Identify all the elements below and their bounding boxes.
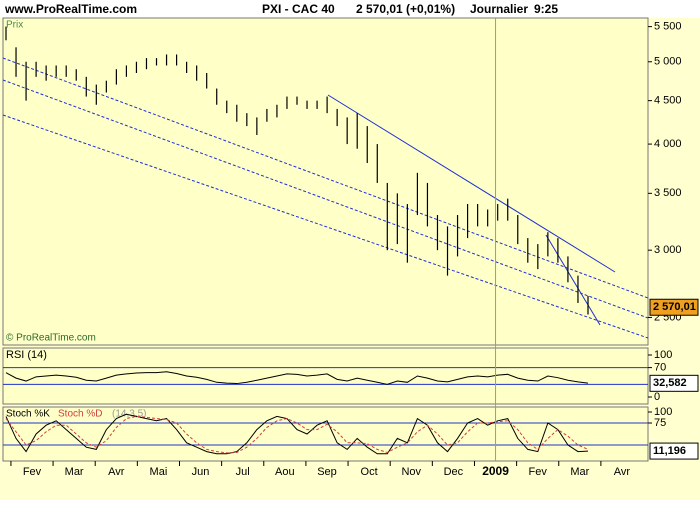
- x-tick-label: Avr: [614, 466, 631, 478]
- trend-line: [545, 234, 601, 326]
- y-tick-label: 5 500: [654, 21, 682, 33]
- y-tick-label: 70: [654, 362, 666, 374]
- stoch-line: [5, 413, 589, 455]
- x-tick-label: Fev: [529, 466, 548, 478]
- last-value-label: 32,582: [653, 377, 687, 389]
- rsi-label: RSI (14): [6, 349, 47, 361]
- price-panel: [2, 17, 649, 346]
- last-value-box: [649, 442, 699, 460]
- header-bar: [0, 0, 700, 18]
- x-tick-label: Fev: [23, 466, 42, 478]
- panel-label: Prix: [6, 20, 23, 31]
- y-tick-label: 5 000: [654, 56, 682, 68]
- x-tick-label: Nov: [401, 466, 421, 478]
- x-tick-label: Sep: [317, 466, 337, 478]
- stoch-panel: [2, 406, 649, 462]
- rsi-panel: [2, 347, 649, 405]
- x-tick-label: Jul: [236, 466, 250, 478]
- x-tick-label: Oct: [361, 466, 378, 478]
- x-tick-label: Mar: [65, 466, 84, 478]
- channel-line: [2, 79, 649, 319]
- x-tick-label: Avr: [108, 466, 125, 478]
- watermark: © ProRealTime.com: [6, 333, 96, 344]
- stoch-params: (14,3,5): [112, 409, 146, 420]
- title: PXI - CAC 40: [262, 2, 335, 16]
- trend-line: [327, 94, 616, 273]
- stoch-d-legend: Stoch %D: [58, 409, 102, 420]
- x-tick-label: Dec: [444, 466, 464, 478]
- time: 9:25: [534, 2, 558, 16]
- site: www.ProRealTime.com: [4, 2, 137, 16]
- x-tick-label: Jun: [192, 466, 210, 478]
- y-tick-label: 3 500: [654, 187, 682, 199]
- last-value-box: [649, 298, 699, 316]
- last-value-label: 2 570,01: [653, 301, 696, 313]
- stoch-line: [5, 415, 589, 454]
- x-tick-label: Mai: [150, 466, 168, 478]
- price-change: 2 570,01 (+0,01%): [356, 2, 455, 16]
- y-tick-label: 4 500: [654, 95, 682, 107]
- x-tick-label: Mar: [570, 466, 589, 478]
- y-tick-label: 75: [654, 417, 666, 429]
- y-tick-label: 4 000: [654, 138, 682, 150]
- period: Journalier: [470, 2, 528, 16]
- trend-lines: [2, 57, 649, 339]
- y-tick-label: 0: [654, 391, 660, 403]
- last-value-box: [649, 374, 699, 392]
- x-tick-label: 2009: [482, 464, 509, 478]
- stoch-k-legend: Stoch %K: [6, 409, 50, 420]
- y-tick-label: 3 000: [654, 244, 682, 256]
- channel-line: [2, 114, 649, 339]
- last-value-label: 11,196: [653, 445, 686, 457]
- y-tick-label: 100: [654, 406, 672, 418]
- x-tick-label: Aou: [275, 466, 295, 478]
- y-tick-label: 100: [654, 349, 672, 361]
- rsi-line: [5, 371, 589, 385]
